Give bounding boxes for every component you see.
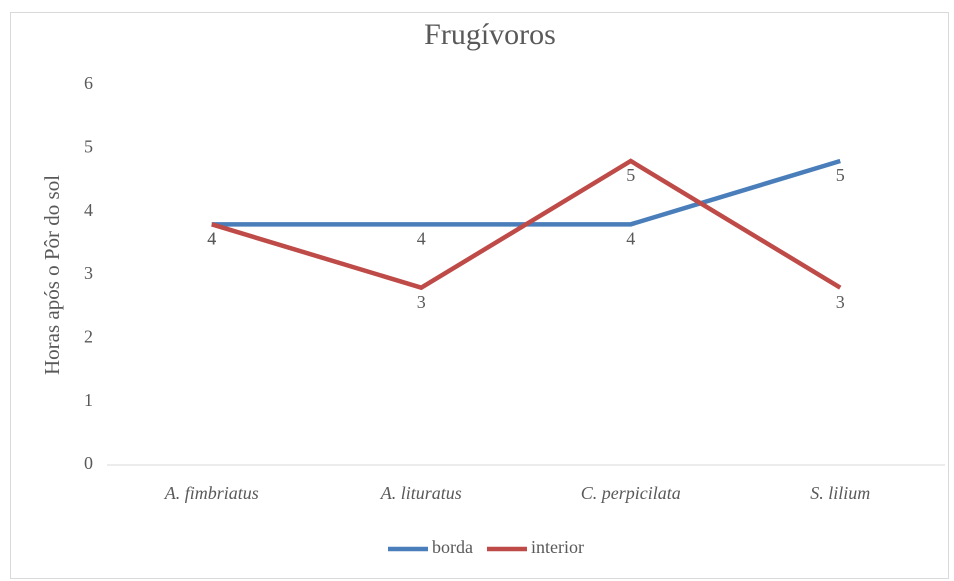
data-label: 5 xyxy=(626,165,635,185)
chart-title: Frugívoros xyxy=(424,18,556,51)
legend-label: borda xyxy=(432,537,473,557)
x-tick-label: C. perpicilata xyxy=(581,483,681,503)
data-label: 4 xyxy=(207,228,216,248)
data-label: 3 xyxy=(417,292,426,312)
x-tick-label: A. fimbriatus xyxy=(164,483,259,503)
y-tick-label: 3 xyxy=(84,263,93,283)
y-axis-title: Horas após o Pôr do sol xyxy=(40,175,64,375)
data-label: 4 xyxy=(417,228,426,248)
legend-label: interior xyxy=(531,537,584,557)
y-tick-label: 4 xyxy=(84,200,93,220)
data-label: 4 xyxy=(207,228,216,248)
y-tick-label: 2 xyxy=(84,326,93,346)
chart-border xyxy=(10,12,949,579)
y-tick-label: 5 xyxy=(84,136,93,156)
y-tick-label: 1 xyxy=(84,390,93,410)
data-label: 5 xyxy=(836,165,845,185)
data-label: 4 xyxy=(626,228,635,248)
data-label: 3 xyxy=(836,292,845,312)
x-tick-label: A. lituratus xyxy=(380,483,462,503)
x-tick-label: S. lilium xyxy=(810,483,870,503)
series-line xyxy=(211,158,842,291)
y-tick-label: 0 xyxy=(84,453,93,473)
y-tick-label: 6 xyxy=(84,73,93,93)
